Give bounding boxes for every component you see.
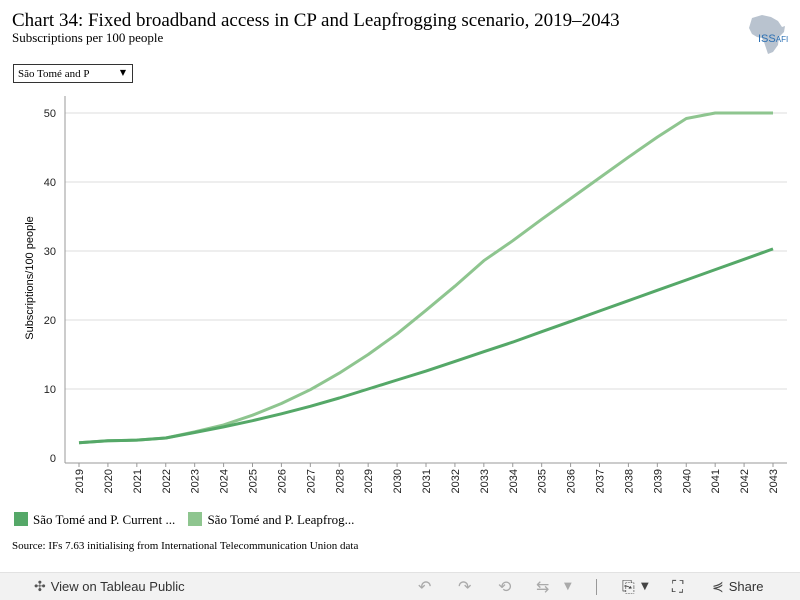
x-tick-labels: 2019 2020 2021 2022 2023 2024 2025 2026 2027 2028… (74, 463, 780, 493)
refresh-icon[interactable]: ⇆ (536, 577, 550, 596)
legend-swatch-leapfrogging (188, 512, 203, 526)
x-tick-label: 2035 (537, 469, 549, 493)
logo-text-main: ISS (758, 33, 776, 45)
x-tick-label: 2020 (103, 469, 115, 493)
x-tick-label: 2033 (479, 469, 491, 493)
country-dropdown[interactable]: São Tomé and P ▼ (13, 64, 133, 83)
chart-subtitle: Subscriptions per 100 people (12, 30, 164, 45)
x-tick-label: 2038 (623, 469, 635, 493)
x-tick-label: 2023 (190, 469, 202, 493)
toolbar-divider (596, 579, 597, 595)
legend-label-current: São Tomé and P. Current ... (33, 512, 176, 527)
legend-label-leapfrogging: São Tomé and P. Leapfrog... (207, 512, 355, 527)
chevron-down-icon: ▼ (119, 68, 126, 77)
legend: São Tomé and P. Current ... São Tomé and… (14, 512, 364, 528)
revert-icon[interactable]: ⟲ (498, 577, 512, 596)
x-tick-label: 2027 (305, 469, 317, 493)
tableau-toolbar: ✣ View on Tableau Public ↶ ↷ ⟲ ⇆ ▼ ⎘ ▼ ⛶ … (0, 572, 800, 600)
x-tick-label: 2039 (652, 469, 664, 493)
x-tick-label: 2042 (739, 469, 751, 493)
africa-map-icon (749, 15, 785, 54)
y-tick-label: 50 (44, 108, 56, 120)
x-tick-label: 2043 (768, 469, 780, 493)
share-icon: ⋞ (712, 579, 724, 595)
y-tick-label: 0 (50, 453, 56, 465)
x-tick-label: 2021 (132, 469, 144, 493)
x-tick-label: 2031 (421, 469, 433, 493)
redo-icon[interactable]: ↷ (458, 577, 472, 596)
x-tick-label: 2029 (363, 469, 375, 493)
x-tick-label: 2019 (74, 469, 86, 493)
pause-dropdown-icon[interactable]: ▼ (564, 581, 572, 592)
logo-text: ISSAFI (758, 33, 788, 45)
x-tick-label: 2026 (276, 469, 288, 493)
x-tick-label: 2037 (595, 469, 607, 493)
y-tick-label: 10 (44, 384, 56, 396)
dropdown-selected-value: São Tomé and P (18, 68, 90, 80)
y-tick-label: 20 (44, 315, 56, 327)
x-tick-label: 2024 (219, 469, 231, 493)
tableau-logo-icon: ✣ (34, 579, 46, 595)
x-tick-label: 2022 (161, 469, 173, 493)
x-tick-label: 2025 (248, 469, 260, 493)
y-tick-label: 30 (44, 246, 56, 258)
legend-item-leapfrogging[interactable]: São Tomé and P. Leapfrog... (188, 512, 354, 528)
view-on-tableau-link[interactable]: ✣ View on Tableau Public (34, 579, 185, 595)
y-tick-labels: 0 10 20 30 40 50 (44, 108, 56, 465)
x-tick-label: 2032 (450, 469, 462, 493)
logo-text-suffix: AFI (775, 35, 789, 44)
gridlines (65, 112, 787, 390)
undo-icon[interactable]: ↶ (418, 577, 432, 596)
x-tick-label: 2034 (508, 469, 520, 493)
x-tick-label: 2040 (681, 469, 693, 493)
y-axis-label: Subscriptions/100 people (24, 216, 36, 340)
download-icon[interactable]: ⎘ (622, 577, 635, 596)
source-note: Source: IFs 7.63 initialising from Inter… (12, 540, 359, 552)
legend-item-current[interactable]: São Tomé and P. Current ... (14, 512, 175, 528)
legend-swatch-current (14, 512, 28, 526)
fullscreen-icon[interactable]: ⛶ (672, 577, 684, 596)
share-button[interactable]: ⋞ Share (712, 579, 763, 595)
download-dropdown-icon[interactable]: ▼ (641, 581, 649, 592)
series-line-leapfrogging[interactable] (78, 111, 773, 445)
y-tick-label: 40 (44, 177, 56, 189)
share-label: Share (728, 579, 764, 594)
x-tick-label: 2030 (392, 469, 404, 493)
x-tick-label: 2028 (334, 469, 346, 493)
view-on-tableau-label: View on Tableau Public (50, 579, 185, 594)
x-tick-label: 2041 (710, 469, 722, 493)
series-line-current-path[interactable] (78, 247, 774, 445)
x-tick-label: 2036 (566, 469, 578, 493)
series-lines (78, 111, 774, 445)
chart-title: Chart 34: Fixed broadband access in CP a… (12, 10, 620, 31)
